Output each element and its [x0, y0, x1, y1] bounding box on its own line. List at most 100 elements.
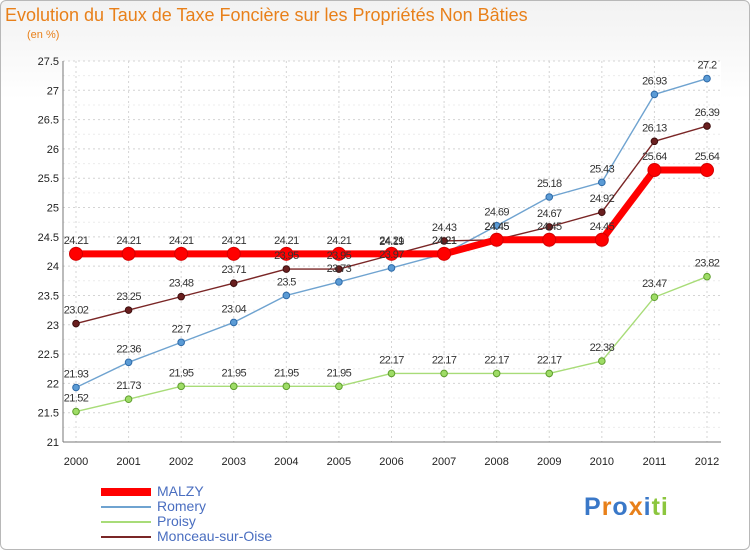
data-point-malzy [489, 232, 504, 247]
data-label-proisy: 21.95 [327, 367, 352, 379]
data-point-proisy [598, 357, 606, 365]
data-label-proisy: 22.17 [484, 354, 509, 366]
data-point-proisy [545, 369, 554, 378]
data-point-romery [72, 383, 80, 392]
x-tick-label: 2001 [116, 456, 140, 468]
data-point-malzy [542, 232, 557, 247]
data-label-romery: 22.7 [172, 323, 191, 335]
x-tick-label: 2003 [222, 456, 246, 468]
legend-swatch [101, 536, 151, 538]
data-label-malzy: 24.45 [590, 221, 615, 233]
data-label-monceau-sur-oise: 23.95 [327, 250, 352, 262]
data-point-monceau-sur-oise [177, 292, 185, 301]
data-point-proisy [229, 382, 238, 391]
data-label-monceau-sur-oise: 23.95 [274, 250, 299, 262]
legend-label: Proisy [157, 513, 196, 529]
y-tick-label: 21.5 [38, 408, 59, 420]
data-label-proisy: 22.38 [590, 342, 615, 354]
data-label-proisy: 21.95 [221, 367, 246, 379]
data-point-romery [335, 278, 343, 286]
data-point-proisy [335, 382, 343, 391]
data-label-malzy: 24.21 [327, 235, 352, 247]
x-tick-label: 2011 [643, 456, 667, 468]
y-tick-label: 25 [47, 203, 59, 215]
data-point-monceau-sur-oise [124, 306, 133, 314]
data-label-malzy: 24.21 [432, 235, 457, 247]
data-point-proisy [72, 407, 80, 416]
chart-title: Evolution du Taux de Taxe Foncière sur l… [5, 5, 528, 25]
data-label-malzy: 24.21 [64, 235, 89, 247]
data-point-proisy [387, 369, 396, 378]
data-label-romery: 24.21 [432, 235, 457, 247]
data-point-monceau-sur-oise [440, 237, 448, 245]
data-label-romery: 25.18 [537, 178, 562, 190]
data-point-malzy [647, 163, 662, 178]
data-point-romery [703, 74, 711, 83]
data-point-romery [282, 291, 291, 300]
x-tick-label: 2000 [64, 456, 88, 468]
data-label-romery: 22.36 [116, 343, 141, 355]
data-point-malzy [69, 246, 83, 261]
data-label-romery: 23.5 [277, 276, 296, 288]
data-point-proisy [124, 395, 133, 404]
proxiti-logo: Proxiti [584, 493, 669, 521]
data-point-malzy [121, 246, 136, 261]
data-point-proisy [440, 369, 448, 378]
data-point-malzy [594, 232, 609, 247]
x-tick-label: 2002 [169, 456, 193, 468]
data-point-malzy [700, 163, 714, 178]
data-label-monceau-sur-oise: 24.45 [484, 221, 509, 233]
data-label-proisy: 22.17 [379, 354, 404, 366]
data-label-monceau-sur-oise: 26.13 [642, 122, 667, 134]
data-label-romery: 27.2 [697, 60, 716, 72]
data-label-proisy: 23.82 [695, 258, 720, 270]
data-label-malzy: 25.64 [642, 151, 667, 163]
data-label-monceau-sur-oise: 23.25 [116, 291, 141, 303]
y-tick-label: 25.5 [38, 173, 59, 185]
y-tick-label: 22 [47, 378, 59, 390]
data-label-malzy: 24.45 [537, 221, 562, 233]
data-label-malzy: 24.21 [274, 235, 299, 247]
data-point-monceau-sur-oise [545, 223, 554, 231]
y-tick-label: 23.5 [38, 290, 59, 302]
data-point-proisy [492, 369, 501, 378]
data-label-monceau-sur-oise: 26.39 [695, 107, 720, 119]
data-point-monceau-sur-oise [598, 208, 606, 217]
y-tick-label: 24.5 [38, 232, 59, 244]
y-tick-label: 22.5 [38, 349, 59, 361]
data-point-malzy [331, 246, 346, 261]
data-label-proisy: 21.52 [64, 393, 89, 405]
data-point-malzy [437, 246, 452, 261]
data-point-proisy [650, 293, 659, 302]
data-label-romery: 21.93 [64, 368, 89, 380]
legend-label: MALZY [157, 483, 204, 499]
data-point-romery [598, 178, 606, 187]
data-label-romery: 26.93 [642, 75, 667, 87]
data-label-malzy: 25.64 [695, 151, 720, 163]
data-point-malzy [226, 246, 241, 261]
data-label-romery: 23.73 [327, 263, 352, 275]
unit-label: (en %) [27, 29, 60, 41]
y-tick-label: 27 [47, 85, 59, 97]
data-label-proisy: 22.17 [537, 354, 562, 366]
data-label-monceau-sur-oise: 23.48 [169, 278, 194, 290]
data-label-monceau-sur-oise: 24.43 [432, 222, 457, 234]
data-point-monceau-sur-oise [282, 265, 291, 273]
data-label-romery: 23.97 [379, 249, 404, 261]
data-point-proisy [177, 382, 185, 391]
y-tick-label: 21 [47, 437, 59, 449]
data-label-romery: 24.69 [484, 207, 509, 219]
data-point-monceau-sur-oise [72, 319, 80, 328]
x-tick-label: 2009 [537, 456, 561, 468]
data-point-monceau-sur-oise [703, 122, 711, 130]
x-tick-label: 2008 [484, 456, 508, 468]
x-tick-label: 2010 [590, 456, 614, 468]
data-label-proisy: 21.95 [169, 367, 194, 379]
data-label-proisy: 21.73 [116, 380, 141, 392]
data-point-malzy [279, 246, 294, 261]
x-tick-label: 2007 [432, 456, 456, 468]
legend-swatch [101, 506, 151, 508]
data-point-romery [650, 90, 659, 99]
data-label-romery: 23.04 [221, 303, 246, 315]
